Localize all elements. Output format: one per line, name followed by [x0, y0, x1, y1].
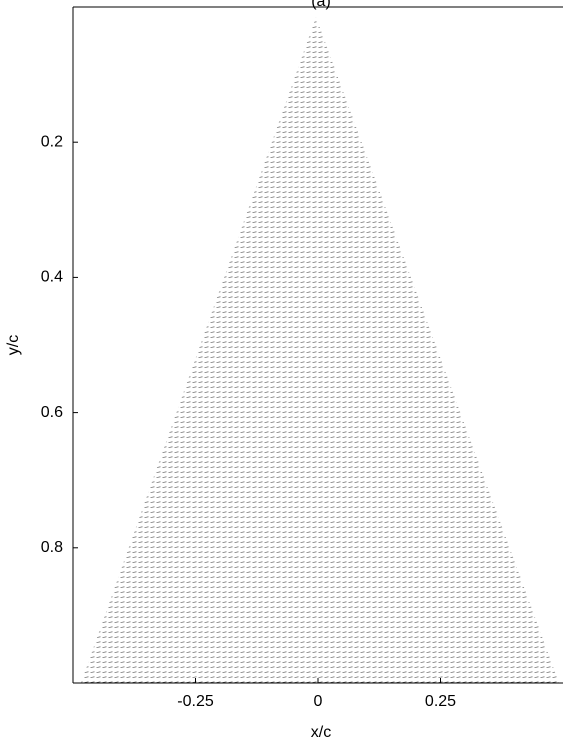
- vector-field: [81, 17, 559, 683]
- y-tick-label: 0.4: [41, 269, 63, 286]
- y-tick-label: 0.8: [41, 539, 63, 556]
- chart-title: (a): [311, 0, 331, 10]
- y-tick-label: 0.6: [41, 404, 63, 421]
- x-tick-label: 0: [314, 693, 323, 710]
- x-tick-label: -0.25: [177, 693, 214, 710]
- y-tick-label: 0.2: [41, 133, 63, 150]
- y-axis-label: y/c: [5, 335, 22, 355]
- x-tick-label: 0.25: [425, 693, 456, 710]
- x-axis-label: x/c: [311, 724, 331, 741]
